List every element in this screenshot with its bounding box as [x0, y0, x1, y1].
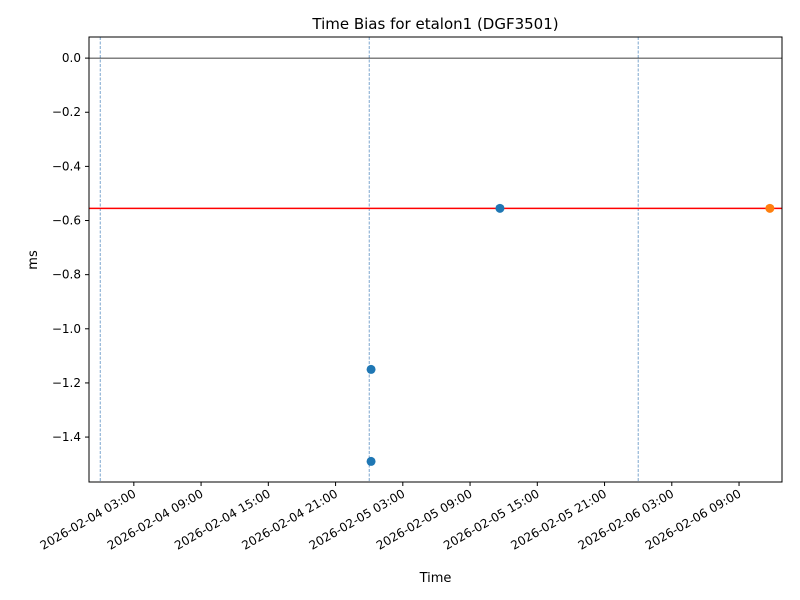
y-tick-label: −0.4 — [52, 159, 81, 173]
y-tick-label: −1.2 — [52, 376, 81, 390]
y-tick-label: −0.8 — [52, 268, 81, 282]
axes-frame — [88, 36, 783, 483]
chart-title: Time Bias for etalon1 (DGF3501) — [311, 15, 558, 33]
y-tick-label: −0.6 — [52, 214, 81, 228]
x-axis-label: Time — [419, 571, 452, 586]
data-point — [366, 364, 376, 374]
y-tick-label: 0.0 — [62, 51, 81, 65]
data-point — [765, 203, 775, 213]
data-point — [366, 456, 376, 466]
y-tick-label: −1.4 — [52, 430, 81, 444]
y-axis-label: ms — [26, 250, 41, 270]
y-tick-label: −1.0 — [52, 322, 81, 336]
data-point — [495, 203, 505, 213]
y-tick-label: −0.2 — [52, 105, 81, 119]
